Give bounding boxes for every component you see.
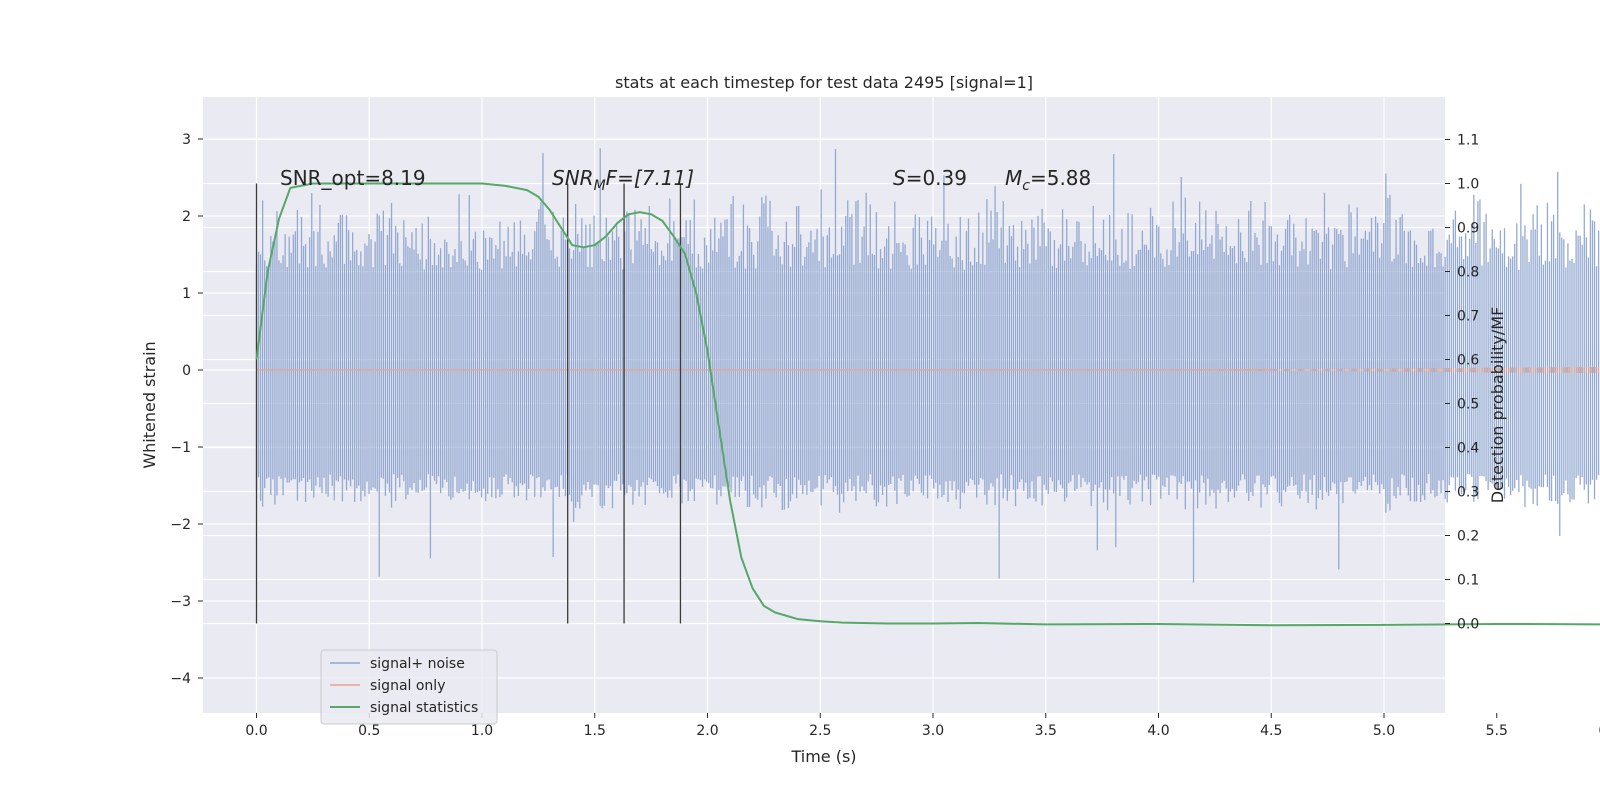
annotation-s: S=0.39: [893, 166, 967, 190]
y-right-tick-label: 0.3: [1457, 485, 1479, 501]
y-right-tick-label: 0.9: [1457, 221, 1479, 237]
y-right-tick-label: 0.5: [1457, 397, 1479, 413]
x-tick-label: 3.5: [1035, 723, 1057, 739]
chart-title: stats at each timestep for test data 249…: [615, 73, 1033, 92]
y-right-tick-label: 1.1: [1457, 133, 1479, 149]
y-left-tick-label: 3: [182, 132, 191, 148]
x-tick-label: 2.5: [809, 723, 831, 739]
annotation-s-rest: =0.39: [906, 166, 967, 190]
series-signal-statistics: [255, 182, 1600, 627]
y-right-tick-label: 0.4: [1457, 441, 1479, 457]
y-left-tick-label: −2: [170, 517, 191, 533]
annotation-snr-mf-rest: F=[7.11]: [606, 166, 694, 190]
legend-label-signal-only: signal only: [370, 678, 445, 694]
axes: 0.00.51.01.52.02.53.03.54.04.55.05.56.06…: [170, 132, 1600, 739]
x-tick-label: 0.5: [358, 723, 380, 739]
x-tick-label: 4.5: [1260, 723, 1282, 739]
x-tick-label: 1.5: [584, 723, 606, 739]
x-tick-label: 5.0: [1373, 723, 1395, 739]
x-tick-label: 2.0: [696, 723, 718, 739]
y-axis-left-label: Whitened strain: [140, 341, 159, 468]
x-tick-label: 3.0: [922, 723, 944, 739]
legend-label-signal-noise: signal+ noise: [370, 656, 465, 672]
y-left-tick-label: 1: [182, 286, 191, 302]
annotation-mc-sub: c: [1022, 178, 1030, 194]
x-tick-label: 4.0: [1147, 723, 1169, 739]
x-tick-label: 6.0: [1598, 723, 1600, 739]
y-right-tick-label: 0.2: [1457, 529, 1479, 545]
y-left-tick-label: 2: [182, 209, 191, 225]
data-layer: [255, 148, 1600, 627]
y-right-tick-label: 0.1: [1457, 573, 1479, 589]
y-right-tick-label: 0.6: [1457, 353, 1479, 369]
legend-box: [320, 649, 498, 725]
y-left-tick-label: −1: [170, 440, 191, 456]
annotation-mc: Mc=5.88: [1005, 166, 1091, 194]
annotation-snr-mf-main: SNR: [552, 166, 594, 190]
x-tick-label: 0.0: [245, 723, 267, 739]
legend: signal+ noise signal only signal statist…: [320, 649, 498, 725]
y-right-tick-label: 1.0: [1457, 177, 1479, 193]
annotation-mc-main: M: [1005, 166, 1022, 190]
legend-label-signal-statistics: signal statistics: [370, 700, 478, 716]
x-axis-label: Time (s): [790, 747, 856, 766]
x-tick-label: 1.0: [471, 723, 493, 739]
annotation-mc-rest: =5.88: [1030, 166, 1091, 190]
annotation-snr-mf: SNRMF=[7.11]: [552, 166, 694, 194]
annotation-s-main: S: [893, 166, 906, 190]
annotation-snr-mf-sub: M: [594, 178, 606, 194]
x-tick-label: 5.5: [1486, 723, 1508, 739]
y-right-tick-label: 0.0: [1457, 617, 1479, 633]
annotation-snr-opt: SNR_opt=8.19: [280, 166, 426, 190]
y-left-tick-label: −3: [170, 594, 191, 610]
y-right-tick-label: 0.8: [1457, 265, 1479, 281]
y-right-tick-label: 0.7: [1457, 309, 1479, 325]
y-left-tick-label: −4: [170, 671, 191, 687]
y-left-tick-label: 0: [182, 363, 191, 379]
y-axis-right-label: Detection probability/MF: [1488, 307, 1507, 504]
